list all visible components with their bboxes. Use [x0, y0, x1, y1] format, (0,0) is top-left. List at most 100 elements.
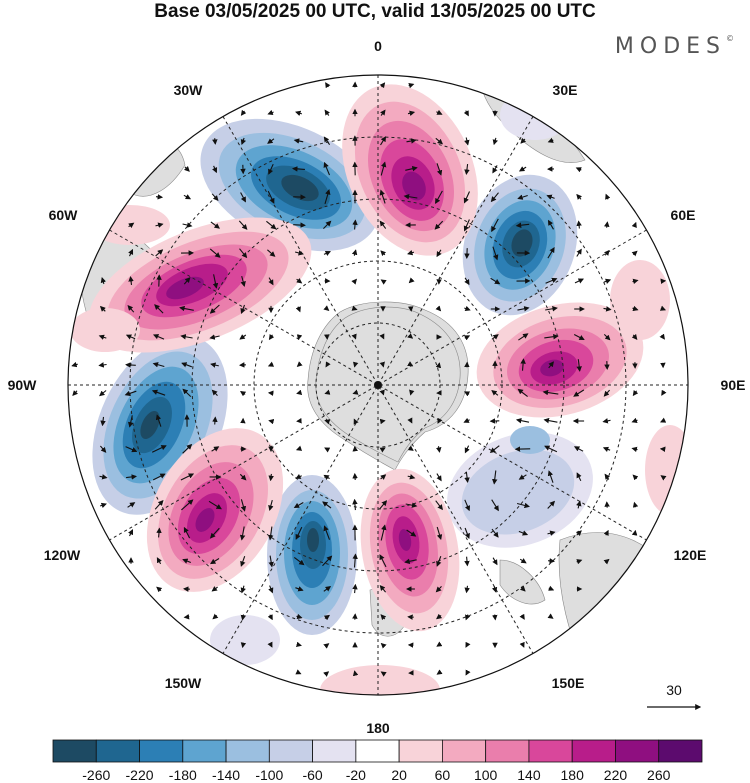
wind-vector: [520, 358, 526, 371]
wind-vector: [436, 473, 442, 482]
wind-vector: [379, 189, 386, 204]
label-150e: 150E: [552, 675, 585, 691]
wind-vector: [407, 474, 416, 480]
wind-vector: [239, 334, 247, 340]
wind-vector: [240, 275, 246, 287]
wind-vector: [491, 390, 499, 396]
wind-vector: [576, 559, 583, 565]
wind-vector: [464, 277, 470, 286]
wind-vector: [179, 305, 194, 312]
wind-vector: [155, 414, 162, 427]
wind-vector: [435, 137, 444, 145]
wind-vector: [155, 249, 164, 257]
wind-vector: [240, 192, 246, 203]
wind-vector: [293, 138, 304, 144]
wind-vector: [100, 277, 107, 285]
wind-vector: [379, 82, 386, 89]
colorbar-box: [398, 739, 443, 763]
anomaly-pos-60w: [88, 217, 312, 353]
wind-vector: [576, 472, 582, 482]
colorbar-box: [95, 739, 140, 763]
wind-vector: [324, 109, 330, 116]
wind-vector: [436, 641, 443, 647]
wind-vector: [380, 161, 387, 176]
wind-vector: [324, 419, 331, 425]
wind-vector: [518, 530, 529, 536]
wind-vector: [490, 192, 499, 203]
wind-vector: [379, 584, 387, 593]
wind-vector: [491, 499, 499, 512]
wind-vector: [210, 362, 219, 368]
wind-vector: [127, 304, 135, 313]
anomaly-pos-140w: [146, 428, 284, 592]
wind-vector: [518, 166, 527, 172]
wind-vector: [323, 671, 330, 677]
wind-vector: [546, 194, 555, 200]
wind-vector: [603, 558, 610, 565]
wind-vector: [632, 501, 639, 508]
wind-vector: [631, 221, 637, 228]
wind-vector: [632, 278, 639, 285]
wind-vector: [325, 361, 331, 368]
wind-vector: [547, 137, 554, 143]
wind-vector: [240, 137, 246, 146]
wind-vector: [489, 445, 500, 453]
wind-vector: [661, 389, 667, 396]
wind-vector: [379, 500, 388, 510]
colorbar-box: [615, 739, 660, 763]
wind-vector: [519, 613, 525, 620]
wind-vector: [128, 529, 133, 537]
wind-vector: [548, 361, 554, 369]
wind-vector: [575, 167, 582, 173]
wind-vector: [547, 500, 556, 509]
wind-vector: [379, 389, 385, 396]
wind-vectors: [71, 81, 667, 677]
wind-vector: [128, 415, 134, 428]
wind-vector: [322, 555, 333, 567]
wind-vector: [266, 220, 277, 230]
wind-vector: [545, 277, 558, 284]
wind-vector: [544, 445, 558, 453]
colorbar-tick-label: 20: [391, 767, 407, 783]
label-90w: 90W: [8, 377, 38, 393]
label-150w: 150W: [165, 675, 202, 691]
anomaly-minor: [645, 425, 688, 515]
wind-vector: [603, 529, 609, 536]
label-30e: 30E: [553, 82, 578, 98]
wind-vector: [295, 669, 302, 675]
wind-vector: [380, 136, 387, 146]
wind-vector: [267, 190, 275, 204]
wind-vector: [99, 390, 107, 397]
wind-vector: [323, 136, 331, 146]
wind-vector: [323, 643, 330, 649]
wind-vector: [659, 305, 667, 311]
colorbar-box: [658, 739, 703, 763]
wind-vector: [151, 445, 167, 453]
colorbar-box: [355, 739, 400, 763]
wind-vector: [380, 279, 387, 285]
wind-vector: [435, 586, 442, 593]
wind-vector: [296, 389, 303, 395]
wind-vector: [435, 362, 442, 369]
wind-vector: [437, 417, 443, 424]
wind-vector: [208, 500, 222, 510]
wind-vector: [407, 110, 416, 116]
wind-vector: [128, 222, 135, 229]
wind-vector: [351, 305, 358, 311]
wind-vector: [547, 219, 554, 230]
wind-vector: [183, 526, 191, 539]
wind-vector: [576, 220, 582, 229]
wind-vector: [352, 389, 359, 395]
wind-vector: [519, 641, 525, 648]
wind-vector: [267, 249, 276, 257]
wind-vector: [295, 586, 304, 592]
wind-vector: [517, 388, 528, 398]
wind-vector: [211, 193, 219, 202]
wind-vector: [268, 277, 274, 286]
wind-vector: [436, 556, 442, 567]
wind-vector: [519, 558, 527, 564]
colorbar-box: [571, 739, 616, 763]
wind-vector: [295, 526, 303, 540]
wind-vector: [491, 528, 499, 538]
